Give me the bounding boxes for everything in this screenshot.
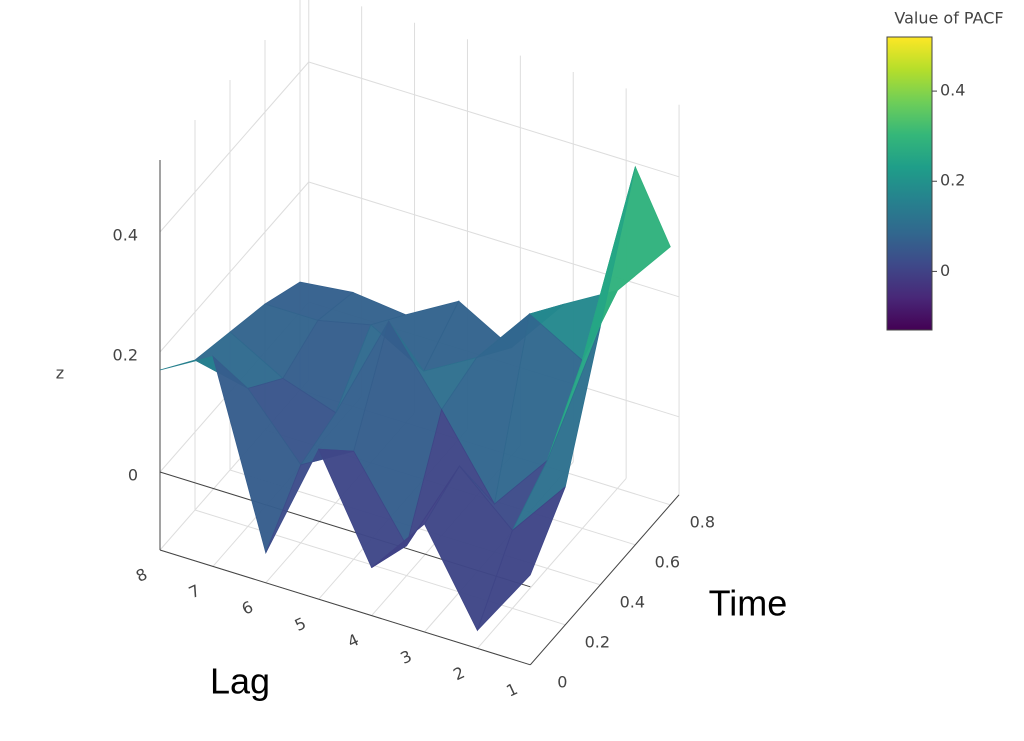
x-tick-label: 7 — [186, 581, 203, 603]
colorbar — [886, 36, 933, 331]
y-tick-label: 0.8 — [690, 512, 715, 531]
z-axis-title: z — [56, 364, 64, 383]
y-tick-label: 0.2 — [585, 632, 610, 651]
axis-line — [159, 549, 531, 666]
grid-line — [194, 509, 566, 626]
y-tick-label: 0 — [557, 672, 567, 691]
colorbar-title: Value of PACF — [894, 9, 1003, 28]
grid-line — [159, 181, 310, 353]
colorbar-tick-label: 0.4 — [940, 81, 965, 100]
x-axis-title: Lag — [210, 661, 270, 702]
colorbar-tick-label: 0 — [940, 261, 950, 280]
z-tick-label: 0 — [128, 466, 138, 485]
x-tick-label: 8 — [133, 564, 150, 586]
axis-line — [529, 494, 680, 666]
y-axis-title: Time — [709, 583, 788, 624]
x-tick-label: 3 — [397, 646, 414, 668]
x-tick-label: 5 — [292, 614, 309, 636]
y-tick-label: 0.6 — [655, 552, 680, 571]
x-tick-label: 6 — [239, 597, 256, 619]
z-tick-label: 0.4 — [113, 226, 138, 245]
surface-patch — [477, 486, 566, 631]
x-tick-label: 2 — [450, 663, 467, 685]
grid-line — [159, 61, 310, 233]
grid-line — [477, 478, 627, 649]
x-tick-label: 4 — [345, 630, 362, 652]
y-tick-label: 0.4 — [620, 592, 645, 611]
grid-line — [308, 61, 680, 178]
x-tick-label: 1 — [503, 679, 520, 701]
colorbar-tick-label: 0.2 — [940, 171, 965, 190]
z-tick-label: 0.2 — [113, 346, 138, 365]
